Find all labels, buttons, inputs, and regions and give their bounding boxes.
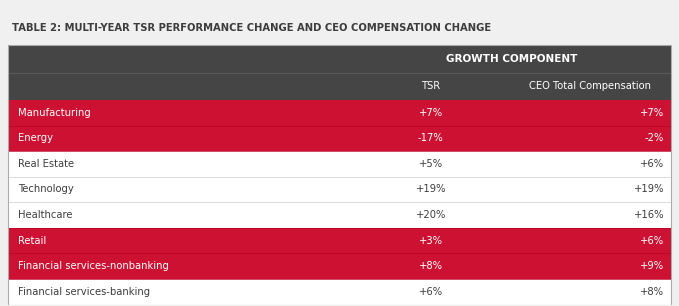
Text: Financial services-nonbanking: Financial services-nonbanking [18,261,169,271]
Text: CEO Total Compensation: CEO Total Compensation [529,81,650,91]
Text: +8%: +8% [640,287,664,297]
Bar [8,253,671,279]
Bar [8,228,671,253]
Text: +8%: +8% [419,261,443,271]
Bar [8,45,671,304]
Text: +19%: +19% [634,185,664,195]
Text: +3%: +3% [419,236,443,246]
Text: +5%: +5% [419,159,443,169]
Bar [8,279,671,304]
Text: +9%: +9% [640,261,664,271]
Bar [8,202,671,228]
Text: TABLE 2: MULTI-YEAR TSR PERFORMANCE CHANGE AND CEO COMPENSATION CHANGE: TABLE 2: MULTI-YEAR TSR PERFORMANCE CHAN… [12,23,491,33]
Text: Retail: Retail [18,236,47,246]
Text: +6%: +6% [419,287,443,297]
Text: Financial services-banking: Financial services-banking [18,287,151,297]
Text: Energy: Energy [18,133,53,143]
Text: +7%: +7% [640,108,664,118]
Text: +16%: +16% [634,210,664,220]
Text: Healthcare: Healthcare [18,210,73,220]
Text: +19%: +19% [416,185,446,195]
Text: -17%: -17% [418,133,443,143]
Text: +7%: +7% [419,108,443,118]
Text: +20%: +20% [416,210,446,220]
Text: -2%: -2% [645,133,664,143]
Text: Real Estate: Real Estate [18,159,75,169]
Text: TSR: TSR [421,81,441,91]
Text: GROWTH COMPONENT: GROWTH COMPONENT [446,54,578,64]
Bar [8,177,671,202]
Text: Manufacturing: Manufacturing [18,108,91,118]
Text: Technology: Technology [18,185,74,195]
Bar [8,73,671,100]
Bar [8,125,671,151]
Bar [8,100,671,125]
Bar [8,151,671,177]
Text: +6%: +6% [640,236,664,246]
Bar [8,45,671,73]
Text: +6%: +6% [640,159,664,169]
